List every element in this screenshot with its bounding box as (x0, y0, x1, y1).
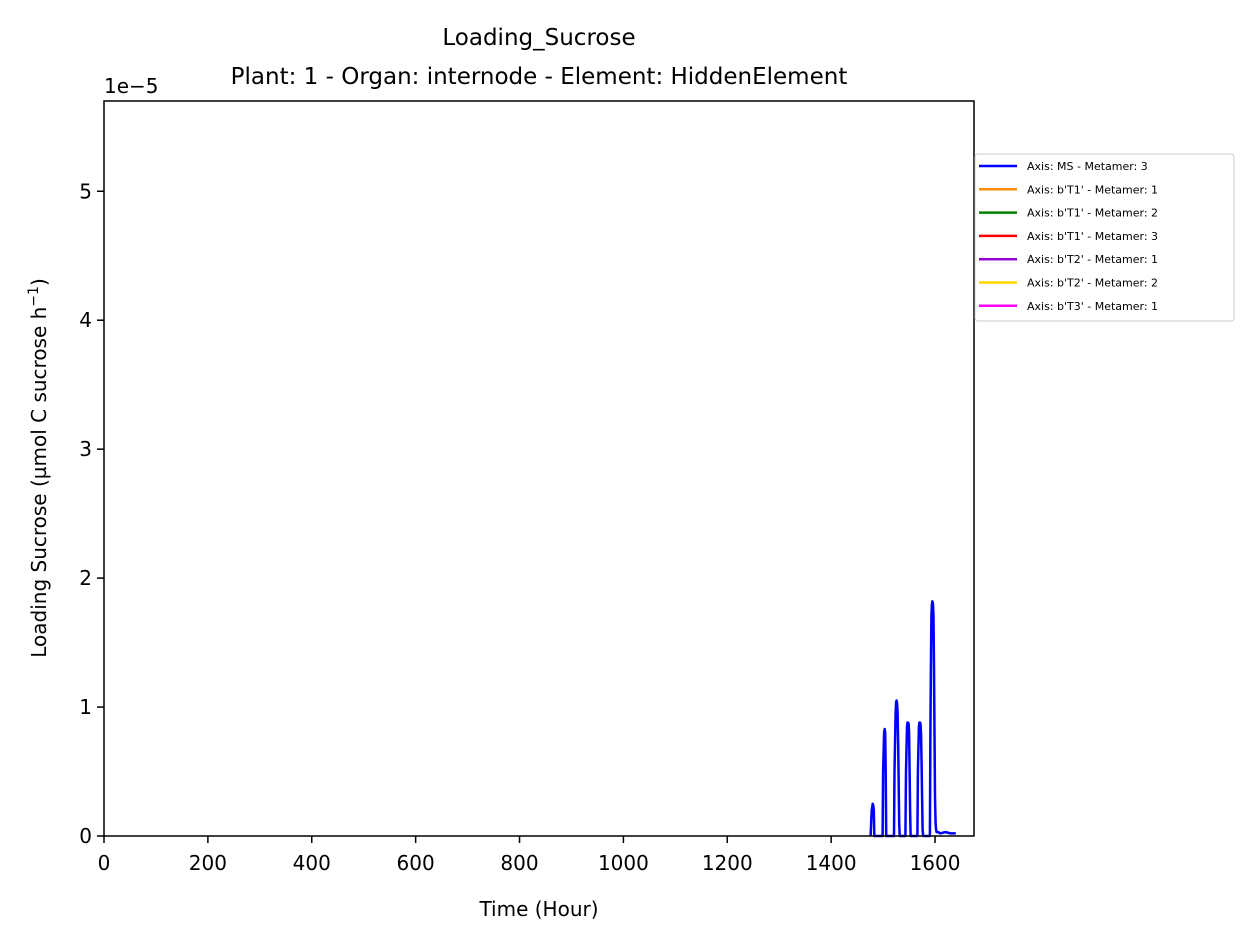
x-tick-label: 1400 (806, 851, 857, 875)
legend-entry: Axis: MS - Metamer: 3 (1027, 160, 1148, 173)
plot-frame (103, 100, 975, 837)
x-axis: 0 200 400 600 800 1000 1200 1400 1600 (98, 836, 961, 875)
legend-entry: Axis: b'T3' - Metamer: 1 (1027, 300, 1158, 313)
legend: Axis: MS - Metamer: 3 Axis: b'T1' - Metam… (974, 153, 1235, 322)
x-tick-label: 1200 (702, 851, 753, 875)
y-offset-text: 1e−5 (104, 74, 159, 98)
x-tick-label: 600 (397, 851, 435, 875)
x-tick-label: 1000 (598, 851, 649, 875)
y-tick-label: 3 (79, 437, 92, 461)
y-tick-label: 1 (79, 695, 92, 719)
x-axis-label: Time (Hour) (478, 897, 598, 921)
legend-entry: Axis: b'T1' - Metamer: 2 (1027, 207, 1158, 220)
y-tick-label: 0 (79, 824, 92, 848)
y-axis-label-close: ) (27, 278, 51, 286)
legend-frame (974, 153, 1235, 322)
y-axis-label-main: Loading Sucrose (µmol C sucrose h (27, 307, 51, 658)
y-axis: 0 1 2 3 4 5 (79, 179, 104, 848)
chart-subtitle: Plant: 1 - Organ: internode - Element: H… (231, 64, 848, 90)
plot-area (103, 100, 975, 838)
y-axis-label-superscript: −1 (26, 286, 42, 307)
legend-entry: Axis: b'T2' - Metamer: 2 (1027, 277, 1158, 290)
legend-entry: Axis: b'T2' - Metamer: 1 (1027, 253, 1158, 266)
x-tick-label: 200 (189, 851, 227, 875)
y-tick-label: 4 (79, 308, 92, 332)
series-layer (869, 600, 956, 838)
legend-entry: Axis: b'T1' - Metamer: 3 (1027, 230, 1158, 243)
y-tick-label: 5 (79, 179, 92, 203)
x-tick-label: 1600 (910, 851, 961, 875)
x-tick-label: 0 (98, 851, 111, 875)
x-tick-label: 800 (500, 851, 538, 875)
chart-title: Loading_Sucrose (442, 25, 635, 51)
legend-entry: Axis: b'T1' - Metamer: 1 (1027, 183, 1158, 196)
x-tick-label: 400 (293, 851, 331, 875)
series-line-0 (869, 600, 956, 838)
y-axis-label: Loading Sucrose (µmol C sucrose h−1) (26, 278, 51, 658)
y-tick-label: 2 (79, 566, 92, 590)
